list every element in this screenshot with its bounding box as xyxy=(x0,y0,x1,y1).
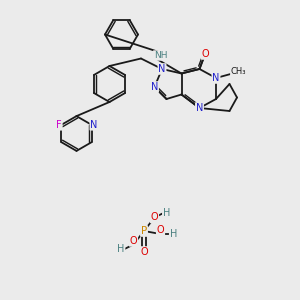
Text: O: O xyxy=(130,236,137,246)
Text: N: N xyxy=(151,82,158,92)
Text: NH: NH xyxy=(154,51,167,60)
Text: O: O xyxy=(140,247,148,257)
Text: N: N xyxy=(158,64,166,74)
Text: H: H xyxy=(117,244,124,254)
Text: N: N xyxy=(90,120,98,130)
Text: O: O xyxy=(202,49,209,59)
Text: CH₃: CH₃ xyxy=(231,67,246,76)
Text: P: P xyxy=(141,226,147,236)
Text: N: N xyxy=(196,103,203,113)
Text: N: N xyxy=(212,73,220,83)
Text: F: F xyxy=(56,120,62,130)
Text: H: H xyxy=(163,208,170,218)
Text: O: O xyxy=(157,225,164,236)
Text: H: H xyxy=(170,229,177,239)
Text: O: O xyxy=(151,212,158,223)
